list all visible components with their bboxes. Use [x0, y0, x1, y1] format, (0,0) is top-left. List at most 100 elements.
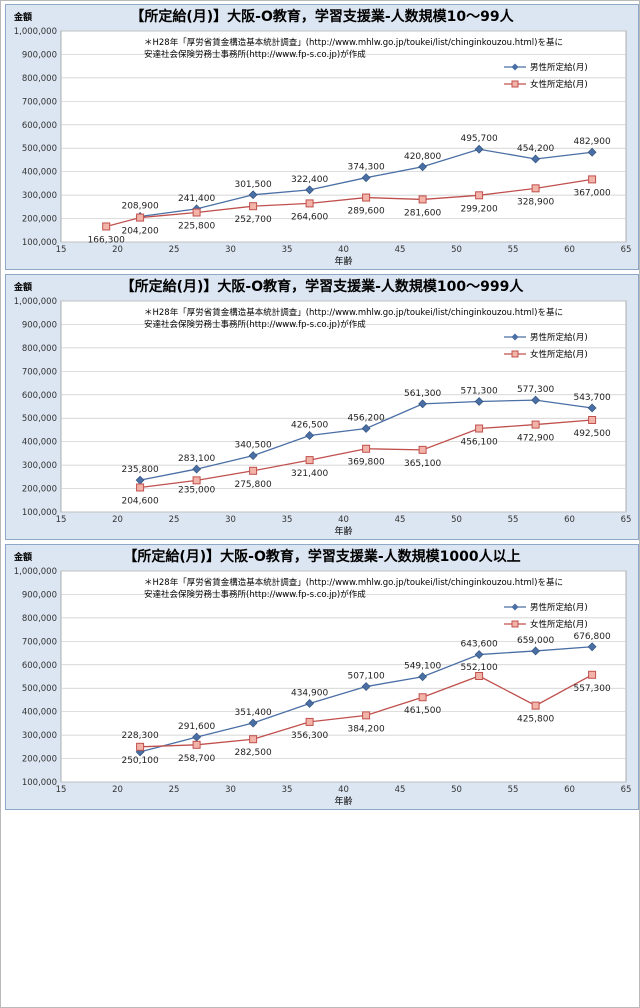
legend-label-male: 男性所定給(月) [530, 602, 588, 613]
data-point-female [249, 735, 258, 744]
series-line-female [106, 178, 593, 228]
data-label-male: 283,100 [178, 454, 215, 464]
chart-svg: 【所定給(月)】大阪-O教育，学習支援業-人数規模10～99人 100,000 20… [13, 8, 632, 267]
y-tick-label: 800,000 [22, 344, 57, 354]
data-point-male [474, 650, 484, 659]
data-point-male [305, 699, 315, 708]
x-tick-label: 20 [112, 515, 123, 525]
y-tick-label: 600,000 [22, 121, 57, 131]
data-label-female: 472,900 [517, 434, 554, 444]
data-label-male: 228,300 [121, 731, 158, 741]
data-point-female [362, 711, 371, 720]
data-point-male [361, 173, 371, 183]
y-tick-label: 1,000,000 [14, 567, 57, 577]
data-label-male: 374,300 [347, 163, 384, 173]
data-point-female [192, 208, 201, 217]
y-tick-label: 300,000 [22, 191, 57, 201]
data-point-female [531, 420, 540, 429]
x-tick-label: 60 [564, 245, 575, 255]
data-label-female: 369,800 [347, 458, 384, 468]
x-axis-label: 年齢 [334, 795, 352, 807]
data-label-male: 291,600 [178, 722, 215, 732]
data-label-female: 282,500 [234, 748, 271, 758]
source-note-line1: ＊H28年「厚労省賃金構造基本統計調査」(http://www.mhlw.go.… [144, 307, 563, 318]
data-label-female: 275,800 [234, 480, 271, 490]
data-label-male: 340,500 [234, 441, 271, 451]
data-point-male [418, 399, 428, 409]
data-label-female: 356,300 [291, 731, 328, 741]
source-note-line2: 安達社会保険労務士事務所(http://www.fp-s.co.jp)が作成 [144, 319, 366, 330]
data-label-male: 571,300 [460, 387, 497, 397]
legend-label-male: 男性所定給(月) [530, 332, 588, 343]
data-point-female [136, 213, 145, 222]
x-tick-label: 55 [508, 785, 519, 795]
y-tick-label: 500,000 [22, 414, 57, 424]
legend-label-male: 男性所定給(月) [530, 62, 588, 73]
legend-label-female: 女性所定給(月) [530, 349, 588, 360]
data-point-female [588, 175, 597, 184]
data-point-male [248, 718, 258, 728]
data-label-female: 321,400 [291, 469, 328, 479]
x-tick-label: 45 [395, 515, 406, 525]
y-tick-label: 800,000 [22, 614, 57, 624]
y-tick-label: 100,000 [22, 508, 57, 518]
data-point-female [192, 476, 201, 485]
data-label-male: 659,000 [517, 636, 554, 646]
data-label-male: 426,500 [291, 420, 328, 430]
x-tick-label: 25 [169, 515, 180, 525]
data-label-female: 204,200 [121, 227, 158, 237]
x-tick-label: 30 [225, 785, 236, 795]
data-label-male: 577,300 [517, 385, 554, 395]
x-tick-label: 55 [508, 515, 519, 525]
data-label-male: 241,400 [178, 194, 215, 204]
x-tick-label: 65 [621, 245, 632, 255]
data-label-male: 561,300 [404, 389, 441, 399]
data-point-male [305, 431, 315, 440]
plot-area [60, 30, 627, 243]
y-tick-label: 300,000 [22, 731, 57, 741]
data-point-female [531, 701, 540, 710]
data-point-male [248, 190, 258, 200]
x-tick-label: 25 [169, 785, 180, 795]
x-tick-label: 50 [451, 245, 462, 255]
y-axis-label: 金額 [13, 551, 32, 563]
x-tick-label: 35 [282, 245, 293, 255]
y-tick-label: 200,000 [22, 755, 57, 765]
data-point-male [587, 403, 597, 413]
data-point-female [475, 672, 484, 681]
data-label-male: 420,800 [404, 152, 441, 162]
legend-label-female: 女性所定給(月) [530, 619, 588, 630]
data-label-male: 454,200 [517, 144, 554, 154]
legend-label-female: 女性所定給(月) [530, 79, 588, 90]
legend-marker-male [511, 333, 519, 341]
data-point-male [361, 424, 371, 433]
data-point-female [362, 444, 371, 453]
chart-title: 【所定給(月)】大阪-O教育，学習支援業-人数規模1000人以上 [123, 548, 520, 565]
data-label-female: 367,000 [573, 188, 610, 198]
data-point-male [531, 395, 541, 405]
chart-title: 【所定給(月)】大阪-O教育，学習支援業-人数規模100～999人 [121, 278, 525, 295]
y-tick-label: 900,000 [22, 590, 57, 600]
y-tick-label: 400,000 [22, 168, 57, 178]
y-tick-label: 700,000 [22, 97, 57, 107]
data-point-female [249, 466, 258, 475]
chart-panel-100-999: 【所定給(月)】大阪-O教育，学習支援業-人数規模100～999人 100,000… [5, 274, 639, 540]
data-label-female: 461,500 [404, 706, 441, 716]
y-tick-label: 400,000 [22, 438, 57, 448]
data-label-male: 208,900 [121, 201, 158, 211]
data-label-male: 507,100 [347, 672, 384, 682]
y-tick-label: 800,000 [22, 74, 57, 84]
data-label-male: 456,200 [347, 413, 384, 423]
chart-panel-10-99: 【所定給(月)】大阪-O教育，学習支援業-人数規模10～99人 100,000 20… [5, 4, 639, 270]
x-tick-label: 35 [282, 785, 293, 795]
x-tick-label: 60 [564, 515, 575, 525]
y-axis-label: 金額 [13, 281, 32, 293]
y-tick-label: 200,000 [22, 485, 57, 495]
data-point-female [305, 199, 314, 208]
data-point-male [474, 397, 484, 406]
data-label-female: 552,100 [460, 663, 497, 673]
data-point-male [474, 144, 484, 154]
data-point-male [361, 682, 371, 691]
data-label-male: 322,400 [291, 175, 328, 185]
data-point-male [531, 646, 541, 656]
